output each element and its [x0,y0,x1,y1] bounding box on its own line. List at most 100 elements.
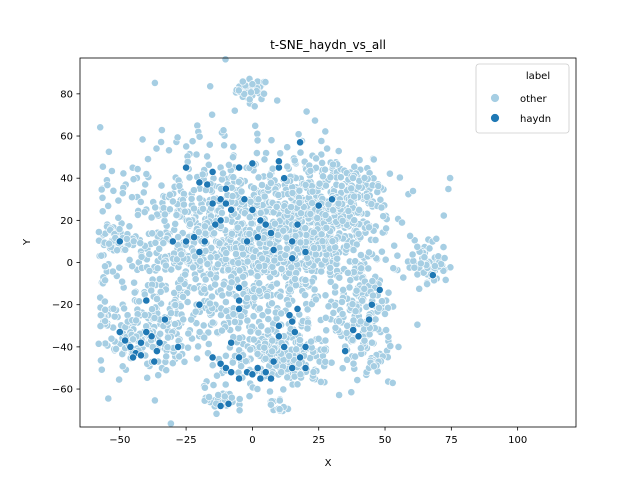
point-other [136,197,145,206]
point-other [199,321,208,330]
point-other [430,262,439,270]
point-other [357,264,366,273]
legend-marker-haydn [490,113,500,123]
point-other [114,213,123,222]
point-other [413,242,422,251]
point-other [177,250,186,259]
point-other [123,234,131,243]
point-other [318,237,327,246]
point-other [255,304,264,313]
point-other [331,282,340,291]
point-haydn [168,237,177,246]
chart-title: t-SNE_haydn_vs_all [270,38,386,52]
point-haydn [280,342,289,351]
point-other [224,265,233,274]
point-other [375,303,383,312]
point-haydn [142,328,151,336]
point-other [335,317,343,326]
point-other [203,152,211,161]
point-other [175,181,184,190]
point-other [214,260,222,269]
point-other [220,392,229,401]
point-other [230,317,239,326]
point-other [162,366,171,375]
point-other [381,309,389,318]
point-other [324,302,333,311]
point-other [266,171,274,180]
point-other [439,243,448,251]
point-other [219,169,227,178]
point-haydn [115,237,124,246]
point-other [296,370,305,379]
point-other [136,239,145,247]
point-other [328,237,337,246]
point-haydn [216,401,225,410]
point-haydn [328,195,336,204]
point-other [180,357,189,366]
point-other [189,186,198,195]
point-other [368,338,376,347]
point-other [318,158,326,167]
point-other [310,244,318,252]
point-other [201,229,210,238]
point-other [247,88,255,97]
point-other [301,276,310,284]
point-other [195,194,204,203]
point-other [101,305,110,314]
point-other [172,211,181,219]
y-tick-label: 40 [60,174,73,185]
y-tick-label: −20 [52,300,73,311]
y-tick-label: −60 [52,385,73,396]
point-haydn [142,296,151,305]
point-haydn [216,195,225,204]
point-other [282,233,291,242]
point-other [360,173,369,182]
point-other [194,227,203,236]
point-other [145,250,154,259]
point-other [258,181,266,189]
y-axis-label: Y [22,238,33,246]
point-other [355,156,364,164]
point-other [296,238,305,247]
point-other [420,253,429,262]
point-other [295,198,304,207]
point-other [195,132,204,141]
point-haydn [235,163,243,172]
point-other [229,173,238,182]
point-haydn [288,364,297,372]
point-other [291,274,299,283]
point-other [174,233,182,241]
point-other [162,352,171,361]
point-other [348,300,357,309]
point-other [266,178,275,187]
point-other [301,180,310,189]
point-other [184,329,193,338]
point-other [263,292,272,300]
point-haydn [174,342,182,351]
point-haydn [227,368,236,377]
point-other [218,291,227,300]
point-other [444,185,453,193]
point-other [316,377,325,386]
point-other [294,130,303,139]
point-other [120,304,128,313]
point-other [153,295,161,303]
point-other [182,142,191,151]
point-haydn [121,336,129,345]
point-other [432,234,441,243]
point-haydn [160,315,169,324]
point-other [179,292,187,301]
legend-marker-other [490,93,500,103]
point-other [371,315,380,324]
x-tick-label: 100 [508,435,527,446]
point-haydn [293,304,302,313]
point-other [302,107,311,116]
point-other [215,239,224,248]
point-other [276,292,285,301]
point-other [273,96,282,105]
point-other [349,359,358,368]
point-other [285,351,293,360]
y-tick-label: −40 [52,342,73,353]
point-other [409,257,418,265]
point-other [204,340,213,348]
